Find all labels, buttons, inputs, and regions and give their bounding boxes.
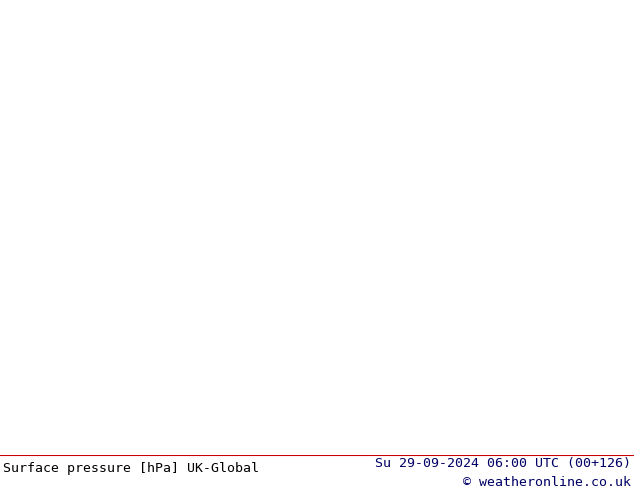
Text: Surface pressure [hPa] UK-Global: Surface pressure [hPa] UK-Global [3,463,259,475]
Text: Su 29-09-2024 06:00 UTC (00+126): Su 29-09-2024 06:00 UTC (00+126) [375,457,631,470]
Text: © weatheronline.co.uk: © weatheronline.co.uk [463,476,631,490]
